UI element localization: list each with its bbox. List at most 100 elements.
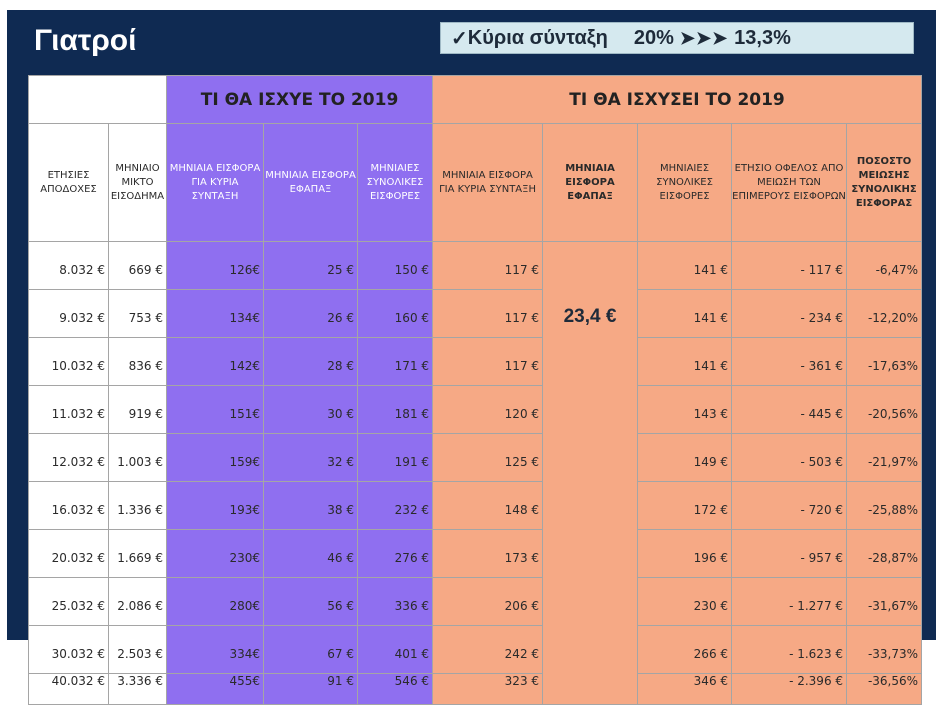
cell-monthly-gross: 753 € [108,289,167,338]
cell-new-total: 143 € [637,385,733,434]
cell-new-main-pension: 117 € [432,241,544,290]
col-header-annual-income: ΕΤΗΣΙΕΣ ΑΠΟΔΟΧΕΣ [28,123,109,242]
col-header-new-total: ΜΗΝΙΑΙΕΣ ΣΥΝΟΛΙΚΕΣ ΕΙΣΦΟΡΕΣ [637,123,733,242]
pension-callout: ✓ Κύρια σύνταξη 20% ➤➤➤ 13,3% [440,22,914,54]
cell-new-total: 141 € [637,289,733,338]
cell-old-lump-sum: 38 € [263,481,358,530]
cell-old-total: 150 € [356,241,434,290]
cell-annual-income: 20.032 € [28,529,109,578]
table-row: 20.032 €1.669 €230€ 46 €276 €173 € 196 € - … [28,529,923,578]
cell-old-main-pension: 142€ [166,337,264,386]
cell-reduction-pct: -6,47% [846,241,923,290]
table-row: 16.032 €1.336 €193€ 38 €232 €148 € 172 € - … [28,481,923,530]
cell-new-main-pension: 117 € [432,289,544,338]
cell-annual-benefit: - 503 € [731,433,848,482]
cell-new-total: 196 € [637,529,733,578]
cell-new-main-pension: 148 € [432,481,544,530]
cell-old-total: 181 € [356,385,434,434]
cell-annual-income: 9.032 € [28,289,109,338]
cell-monthly-gross: 1.003 € [108,433,167,482]
cell-reduction-pct: -25,88% [846,481,923,530]
callout-to-rate: 13,3% [734,26,791,49]
group-header-blank [28,75,167,124]
table-row: 30.032 €2.503 €334€ 67 €401 €242 € 266 € - … [28,625,923,674]
cell-new-total: 141 € [637,241,733,290]
cell-old-main-pension: 126€ [166,241,264,290]
col-header-new-main-pension: ΜΗΝΙΑΙΑ ΕΙΣΦΟΡΑ ΓΙΑ ΚΥΡΙΑ ΣΥΝΤΑΞΗ [432,123,544,242]
col-header-reduction-pct: ΠΟΣΟΣΤΟ ΜΕΙΩΣΗΣ ΣΥΝΟΛΙΚΗΣ ΕΙΣΦΟΡΑΣ [846,123,923,242]
cell-new-main-pension: 173 € [432,529,544,578]
cell-old-total: 401 € [356,625,434,674]
cell-old-main-pension: 151€ [166,385,264,434]
cell-new-total: 149 € [637,433,733,482]
col-header-old-main-pension: ΜΗΝΙΑΙΑ ΕΙΣΦΟΡΑ ΓΙΑ ΚΥΡΙΑ ΣΥΝΤΑΞΗ [166,123,264,242]
cell-new-total: 346 € [637,673,733,705]
group-header-old: ΤΙ ΘΑ ΙΣΧΥΕ ΤΟ 2019 [165,75,434,124]
cell-reduction-pct: -31,67% [846,577,923,626]
cell-old-total: 171 € [356,337,434,386]
cell-new-main-pension: 120 € [432,385,544,434]
check-icon: ✓ [451,27,468,50]
table-row: 9.032 €753 €134€ 26 €160 €117 € 141 € - 234… [28,289,923,338]
cell-old-lump-sum: 56 € [263,577,358,626]
cell-annual-income: 25.032 € [28,577,109,626]
table-row: 12.032 €1.003 €159€ 32 €191 €125 € 149 € - … [28,433,923,482]
cell-old-lump-sum: 46 € [263,529,358,578]
cell-annual-income: 8.032 € [28,241,109,290]
group-header-new: ΤΙ ΘΑ ΙΣΧΥΣΕΙ ΤΟ 2019 [432,75,923,124]
cell-monthly-gross: 1.669 € [108,529,167,578]
col-header-old-lump-sum: ΜΗΝΙΑΙΑ ΕΙΣΦΟΡΑ ΕΦΑΠΑΞ [263,123,358,242]
cell-annual-benefit: - 445 € [731,385,848,434]
cell-annual-benefit: - 1.623 € [731,625,848,674]
cell-new-main-pension: 117 € [432,337,544,386]
table-row: 10.032 €836 €142€ 28 €171 €117 € 141 € - 36… [28,337,923,386]
cell-old-lump-sum: 32 € [263,433,358,482]
cell-annual-benefit: - 117 € [731,241,848,290]
cell-annual-income: 16.032 € [28,481,109,530]
cell-monthly-gross: 2.503 € [108,625,167,674]
cell-old-lump-sum: 30 € [263,385,358,434]
cell-annual-income: 30.032 € [28,625,109,674]
col-header-annual-benefit: ΕΤΗΣΙΟ ΟΦΕΛΟΣ ΑΠΟ ΜΕΙΩΣΗ ΤΩΝ ΕΠΙΜΕΡΟΥΣ Ε… [731,123,848,242]
cell-reduction-pct: -21,97% [846,433,923,482]
cell-annual-income: 11.032 € [28,385,109,434]
cell-old-main-pension: 280€ [166,577,264,626]
table-row: 25.032 €2.086 €280€ 56 €336 €206 € 230 € - … [28,577,923,626]
cell-old-total: 232 € [356,481,434,530]
cell-annual-income: 12.032 € [28,433,109,482]
contributions-table: ΤΙ ΘΑ ΙΣΧΥΕ ΤΟ 2019 ΤΙ ΘΑ ΙΣΧΥΣΕΙ ΤΟ 201… [28,75,923,705]
cell-new-total: 266 € [637,625,733,674]
cell-annual-benefit: - 234 € [731,289,848,338]
cell-monthly-gross: 836 € [108,337,167,386]
slide: Γιατροί ✓ Κύρια σύνταξη 20% ➤➤➤ 13,3% ΤΙ… [7,10,936,705]
cell-annual-benefit: - 720 € [731,481,848,530]
cell-annual-benefit: - 2.396 € [731,673,848,705]
col-header-old-total: ΜΗΝΙΑΙΕΣ ΣΥΝΟΛΙΚΕΣ ΕΙΣΦΟΡΕΣ [356,123,434,242]
cell-old-main-pension: 159€ [166,433,264,482]
cell-old-main-pension: 193€ [166,481,264,530]
cell-new-total: 172 € [637,481,733,530]
cell-monthly-gross: 919 € [108,385,167,434]
cell-old-main-pension: 455€ [166,673,264,705]
cell-new-main-pension: 125 € [432,433,544,482]
cell-old-total: 191 € [356,433,434,482]
cell-old-total: 546 € [356,673,434,705]
cell-new-main-pension: 242 € [432,625,544,674]
cell-annual-benefit: - 957 € [731,529,848,578]
cell-old-lump-sum: 67 € [263,625,358,674]
cell-new-total: 141 € [637,337,733,386]
cell-old-main-pension: 230€ [166,529,264,578]
column-header-row: ΕΤΗΣΙΕΣ ΑΠΟΔΟΧΕΣ ΜΗΝΙΑΙΟ ΜΙΚΤΟ ΕΙΣΟΔΗΜΑ … [28,123,923,242]
cell-reduction-pct: -12,20% [846,289,923,338]
cell-new-total: 230 € [637,577,733,626]
cell-reduction-pct: -28,87% [846,529,923,578]
cell-annual-benefit: - 361 € [731,337,848,386]
cell-old-main-pension: 334€ [166,625,264,674]
cell-old-total: 336 € [356,577,434,626]
arrow-right-icon: ➤➤➤ [679,27,729,48]
cell-reduction-pct: -17,63% [846,337,923,386]
cell-annual-income: 10.032 € [28,337,109,386]
cell-monthly-gross: 3.336 € [108,673,167,705]
col-header-monthly-gross: ΜΗΝΙΑΙΟ ΜΙΚΤΟ ΕΙΣΟΔΗΜΑ [108,123,167,242]
cell-new-main-pension: 206 € [432,577,544,626]
